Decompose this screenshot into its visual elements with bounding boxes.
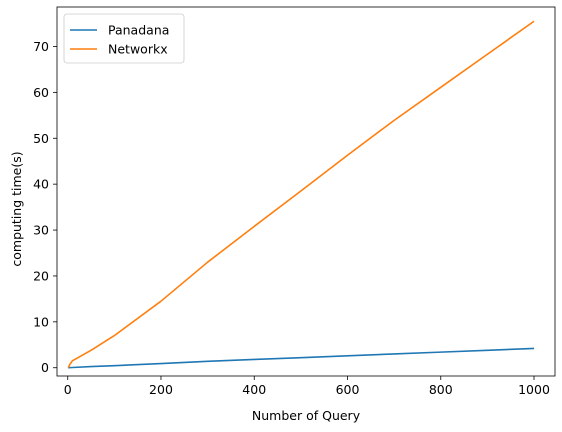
- plot-frame: [56, 6, 556, 377]
- x-tick-label: 600: [336, 382, 360, 397]
- series-line-networkx: [67, 20, 535, 369]
- legend-label-panadana: Panadana: [108, 23, 169, 38]
- y-tick-label: 10: [33, 314, 49, 329]
- plot-lines: [67, 20, 535, 369]
- series-line-panadana: [68, 347, 535, 369]
- x-tick-label: 1000: [518, 382, 550, 397]
- y-tick-label: 20: [33, 268, 49, 283]
- legend: Panadana Networkx: [63, 13, 185, 64]
- x-tick-label: 0: [64, 382, 72, 397]
- legend-label-networkx: Networkx: [108, 42, 168, 57]
- y-tick-label: 70: [33, 39, 49, 54]
- axes: [56, 6, 556, 377]
- y-tick-label: 30: [33, 223, 49, 238]
- ticks: 0 200 400 600 800 1000 0 10 20 30 40 50 60 70: [33, 39, 550, 397]
- legend-box: [63, 13, 185, 64]
- y-tick-label: 50: [33, 131, 49, 146]
- y-tick-label: 40: [33, 177, 49, 192]
- y-axis-label: computing time(s): [9, 151, 24, 266]
- x-tick-label: 200: [149, 382, 173, 397]
- y-tick-label: 60: [33, 85, 49, 100]
- x-tick-label: 400: [242, 382, 266, 397]
- x-axis-label: Number of Query: [252, 408, 361, 423]
- x-tick-label: 800: [429, 382, 453, 397]
- y-tick-label: 0: [41, 360, 49, 375]
